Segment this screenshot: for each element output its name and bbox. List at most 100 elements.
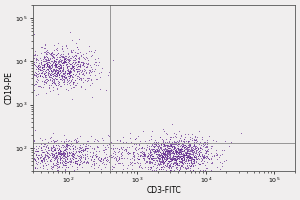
Point [44, 50, 48, 53]
Point [50, 54, 55, 57]
Point [157, 150, 162, 154]
Point [189, 156, 194, 159]
Point [151, 142, 156, 145]
Point [178, 161, 183, 164]
Point [175, 147, 180, 150]
Point [158, 135, 162, 139]
Point [36, 85, 40, 88]
Point [186, 141, 190, 144]
Point [160, 138, 165, 141]
Point [73, 151, 78, 154]
Point [35, 153, 40, 156]
Point [39, 152, 44, 155]
Point [159, 154, 164, 157]
Point [137, 158, 142, 161]
Point [127, 151, 132, 154]
Point [209, 154, 214, 158]
Point [37, 155, 42, 159]
Point [182, 153, 187, 156]
Point [66, 52, 71, 55]
Point [35, 167, 40, 170]
Point [55, 166, 59, 170]
Point [154, 152, 158, 155]
Point [65, 160, 70, 164]
Point [56, 149, 61, 152]
Point [64, 152, 69, 155]
Point [121, 164, 126, 167]
Point [182, 145, 187, 149]
Point [187, 163, 192, 166]
Point [76, 56, 81, 59]
Point [168, 163, 173, 166]
Point [31, 76, 36, 79]
Point [136, 162, 140, 165]
Point [58, 160, 63, 163]
Point [164, 158, 169, 161]
Point [214, 157, 219, 160]
Point [177, 147, 182, 151]
Point [168, 137, 173, 140]
Point [44, 60, 49, 63]
Point [42, 72, 46, 76]
Point [181, 139, 186, 143]
Point [148, 167, 153, 170]
Point [65, 65, 70, 68]
Point [152, 138, 157, 141]
Point [48, 63, 53, 66]
Point [44, 63, 49, 66]
Point [75, 69, 80, 72]
Point [180, 145, 185, 148]
Point [63, 71, 68, 75]
Point [134, 137, 139, 140]
Point [61, 72, 66, 75]
Point [163, 154, 168, 158]
Point [145, 144, 149, 147]
Point [120, 167, 125, 171]
Point [78, 150, 82, 153]
Point [77, 160, 82, 164]
Point [154, 166, 159, 169]
Point [57, 65, 62, 68]
Point [95, 157, 100, 161]
Point [165, 144, 170, 147]
Point [190, 148, 194, 151]
Point [180, 155, 185, 158]
Point [214, 153, 219, 156]
Point [198, 155, 203, 158]
Point [85, 139, 90, 142]
Point [160, 147, 165, 151]
Point [194, 150, 199, 153]
Point [73, 138, 77, 141]
Point [187, 150, 192, 153]
Point [162, 146, 167, 149]
Point [50, 65, 55, 68]
Point [177, 153, 182, 156]
Point [149, 156, 154, 159]
Point [176, 151, 181, 154]
Point [74, 58, 79, 61]
Point [43, 161, 48, 164]
Point [84, 65, 89, 68]
Point [65, 65, 70, 68]
Point [49, 76, 54, 79]
Point [41, 157, 46, 161]
Point [85, 161, 90, 164]
Point [220, 149, 225, 152]
Point [172, 151, 177, 155]
Point [96, 61, 101, 64]
Point [169, 150, 173, 153]
Point [162, 145, 167, 148]
Point [52, 153, 57, 156]
Point [165, 155, 170, 158]
Point [59, 62, 64, 65]
Point [130, 151, 135, 154]
Point [100, 159, 105, 162]
Point [178, 147, 182, 150]
Point [180, 164, 184, 167]
Point [66, 69, 71, 72]
Point [34, 53, 39, 57]
Point [164, 148, 168, 152]
Point [184, 141, 188, 144]
Point [66, 70, 71, 74]
Point [117, 138, 122, 141]
